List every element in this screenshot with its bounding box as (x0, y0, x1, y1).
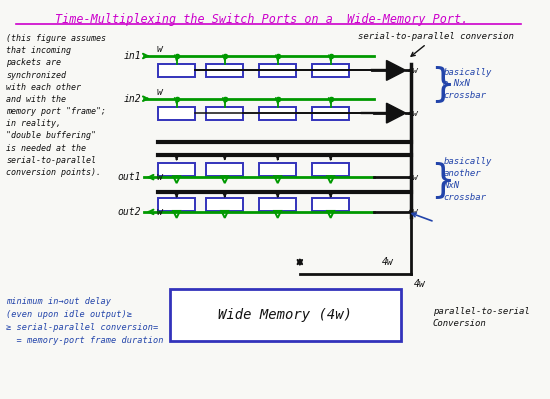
Bar (260, 198, 296, 211)
Text: Wide Memory (4w): Wide Memory (4w) (218, 308, 353, 322)
Bar (158, 64, 195, 77)
Text: }: } (430, 161, 454, 199)
Text: w: w (156, 87, 162, 97)
Bar (260, 163, 296, 176)
Text: out2: out2 (118, 207, 141, 217)
Bar (158, 107, 195, 120)
Text: serial-to-parallel conversion: serial-to-parallel conversion (358, 32, 514, 56)
Bar (312, 64, 349, 77)
Bar (158, 198, 195, 211)
Text: basically
another
NxN
crossbar: basically another NxN crossbar (443, 158, 492, 202)
Bar (170, 289, 401, 341)
Bar (312, 163, 349, 176)
Text: out1: out1 (118, 172, 141, 182)
Polygon shape (387, 103, 406, 123)
Text: 4w: 4w (408, 66, 419, 75)
Bar (206, 198, 243, 211)
Bar (260, 107, 296, 120)
Text: in1: in1 (123, 51, 141, 61)
Bar (312, 107, 349, 120)
Text: in2: in2 (123, 94, 141, 104)
Text: }: } (430, 65, 454, 103)
Bar (260, 64, 296, 77)
Bar (206, 163, 243, 176)
Polygon shape (387, 61, 406, 80)
Text: w: w (156, 172, 162, 182)
Text: 4w: 4w (414, 279, 425, 289)
Text: 4w: 4w (382, 257, 393, 267)
Bar (206, 64, 243, 77)
Text: Time-Multiplexing the Switch Ports on a  Wide-Memory Port.: Time-Multiplexing the Switch Ports on a … (54, 13, 468, 26)
Text: parallel-to-serial
Conversion: parallel-to-serial Conversion (433, 307, 530, 328)
Text: 4w: 4w (408, 207, 419, 216)
Text: w: w (156, 44, 162, 54)
Text: minimum in→out delay
(even upon idle output)≥
≥ serial-parallel conversion=
  = : minimum in→out delay (even upon idle out… (6, 297, 164, 345)
Text: basically
a NxN
crossbar: basically a NxN crossbar (443, 67, 492, 100)
Text: 4w: 4w (408, 109, 419, 118)
Text: 4w: 4w (408, 173, 419, 182)
Text: (this figure assumes
that incoming
packets are
synchronized
with each other
and : (this figure assumes that incoming packe… (6, 34, 106, 177)
Bar (312, 198, 349, 211)
Bar (158, 163, 195, 176)
Bar (206, 107, 243, 120)
Text: w: w (156, 207, 162, 217)
